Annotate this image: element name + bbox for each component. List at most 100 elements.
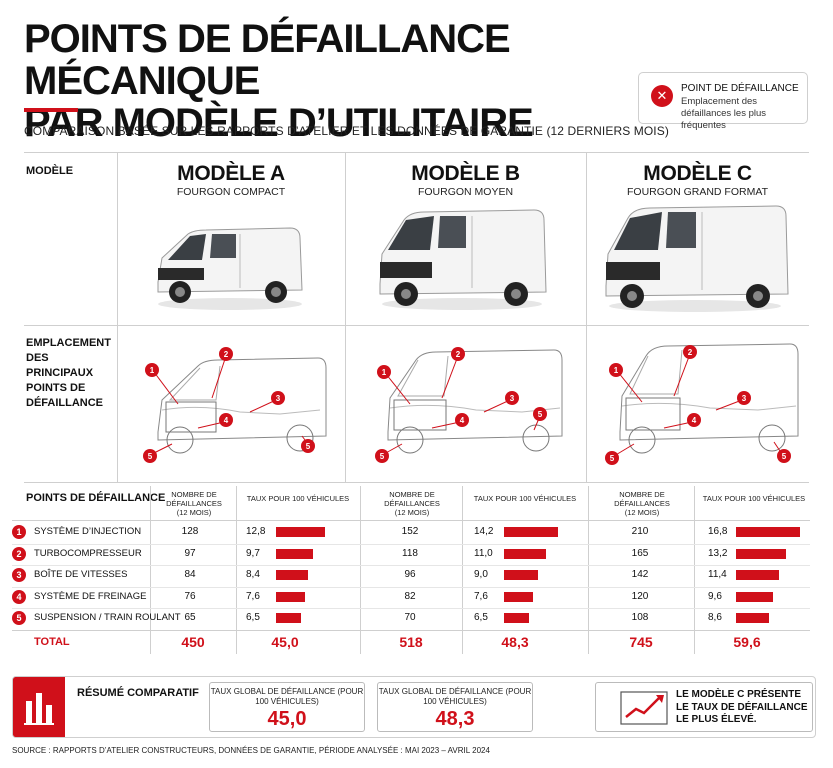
summary-box-label: TAUX GLOBAL DE DÉFAILLANCE (POUR 100 VÉH… — [378, 687, 532, 706]
total-rate-c: 59,6 — [733, 634, 761, 650]
failure-label: SUSPENSION / TRAIN ROULANT — [34, 612, 181, 623]
failure-rate-bar-a — [276, 613, 301, 623]
svg-text:2: 2 — [456, 350, 461, 359]
summary-panel: RÉSUMÉ COMPARATIF TAUX GLOBAL DE DÉFAILL… — [12, 676, 816, 738]
failure-rate-b: 6,5 — [474, 612, 488, 623]
failure-rate-c: 8,6 — [708, 612, 722, 623]
table-vline — [462, 486, 463, 654]
failure-rate-bar-b — [504, 527, 558, 537]
row-label-model: MODÈLE — [26, 165, 74, 177]
failure-number-badge: 5 — [12, 611, 26, 625]
xray-diagram-model-a: 1 2 3 4 5 5 — [143, 347, 327, 463]
failure-number-badge: 4 — [12, 589, 26, 604]
col-header-rate-c: TAUX POUR 100 VÉHICULES — [702, 494, 806, 503]
table-header-failure-points: POINTS DE DÉFAILLANCE — [26, 492, 166, 504]
failure-count-b: 118 — [402, 547, 418, 559]
table-vline — [150, 486, 151, 654]
table-vline — [360, 486, 361, 654]
table-row-rule — [12, 586, 810, 588]
failure-rate-bar-a — [276, 527, 325, 537]
failure-rate-b: 11,0 — [474, 547, 493, 559]
failure-count-c: 210 — [631, 526, 649, 537]
total-rate-a: 45,0 — [271, 634, 299, 650]
van-photo-model-c — [605, 205, 789, 312]
model-c-name: MODÈLE C — [643, 162, 752, 185]
col-header-count-a: NOMBRE DE DÉFAILLANCES (12 MOIS) — [166, 490, 222, 517]
failure-count-b: 96 — [404, 569, 416, 580]
trend-up-icon — [620, 691, 668, 725]
summary-title: RÉSUMÉ COMPARATIF — [77, 687, 199, 699]
summary-box-model-b: TAUX GLOBAL DE DÉFAILLANCE (POUR 100 VÉH… — [377, 682, 533, 732]
close-x-icon: ✕ — [651, 85, 673, 107]
failure-number-badge: 1 — [12, 525, 26, 539]
svg-text:5: 5 — [380, 452, 385, 461]
total-rate-b: 48,3 — [501, 634, 529, 650]
failure-rate-c: 9,6 — [708, 590, 722, 602]
grid-top-line — [24, 152, 809, 153]
failure-rate-c: 13,2 — [708, 547, 728, 559]
col-header-count-c: NOMBRE DE DÉFAILLANCES (12 MOIS) — [614, 490, 670, 517]
legend-title: POINT DE DÉFAILLANCE — [681, 83, 799, 94]
svg-text:3: 3 — [510, 394, 515, 403]
failure-rate-b: 14,2 — [474, 526, 494, 537]
failure-number-badge: 3 — [12, 568, 26, 582]
title-line-1: POINTS DE DÉFAILLANCE MÉCANIQUE — [24, 17, 511, 103]
failure-rate-bar-a — [276, 570, 308, 580]
grid-vline — [117, 152, 118, 482]
xray-diagram-model-b: 1 2 3 4 5 5 — [375, 347, 563, 463]
van-photo-model-a — [157, 227, 303, 310]
svg-text:5: 5 — [538, 410, 543, 419]
failure-count-a: 97 — [184, 547, 196, 559]
model-a-type: FOURGON COMPACT — [176, 186, 286, 198]
failure-rate-bar-c — [736, 548, 786, 559]
svg-text:4: 4 — [460, 416, 465, 425]
failure-label: SYSTÈME D’INJECTION — [34, 526, 142, 537]
failure-rate-bar-c — [736, 527, 800, 537]
failure-count-a: 65 — [184, 612, 196, 623]
legend-description: Emplacement des défaillances les plus fr… — [681, 96, 767, 131]
failure-rate-a: 6,5 — [246, 612, 260, 623]
failure-rate-b: 9,0 — [474, 569, 488, 580]
failure-rate-bar-b — [504, 548, 546, 559]
total-label: TOTAL — [34, 636, 70, 648]
failure-label: TURBOCOMPRESSEUR — [34, 547, 142, 559]
summary-box-model-a: TAUX GLOBAL DE DÉFAILLANCE (POUR 100 VÉH… — [209, 682, 365, 732]
page-title: POINTS DE DÉFAILLANCE MÉCANIQUE PAR MODÈ… — [24, 18, 644, 144]
table-header-rule — [12, 520, 810, 521]
svg-text:3: 3 — [276, 394, 281, 403]
summary-box-value: 45,0 — [267, 708, 307, 730]
table-row-rule — [12, 565, 810, 566]
failure-count-b: 70 — [404, 612, 416, 623]
failure-count-b: 152 — [401, 526, 419, 537]
failure-rate-a: 9,7 — [246, 547, 260, 559]
summary-box-value: 48,3 — [435, 708, 475, 730]
page-subtitle: COMPARAISON BASÉE SUR LES RAPPORTS D’ATE… — [24, 124, 669, 138]
failure-count-c: 165 — [631, 547, 649, 559]
svg-text:3: 3 — [742, 394, 747, 403]
van-photo-model-b — [379, 209, 547, 310]
col-header-rate-a: TAUX POUR 100 VÉHICULES — [246, 494, 350, 503]
grid-hline — [24, 482, 809, 483]
failure-rate-a: 7,6 — [246, 590, 260, 602]
svg-text:1: 1 — [150, 366, 155, 375]
failure-count-c: 120 — [631, 590, 649, 602]
failure-rate-c: 11,4 — [708, 569, 727, 580]
failure-rate-bar-a — [276, 591, 305, 602]
total-count-c: 745 — [629, 634, 653, 650]
svg-text:1: 1 — [614, 366, 619, 375]
summary-box-label: TAUX GLOBAL DE DÉFAILLANCE (POUR 100 VÉH… — [210, 687, 364, 706]
table-total-rule — [12, 630, 810, 631]
source-note: SOURCE : RAPPORTS D’ATELIER CONSTRUCTEUR… — [12, 746, 490, 755]
failure-number-badge: 2 — [12, 546, 26, 561]
col-header-rate-b: TAUX POUR 100 VÉHICULES — [473, 494, 577, 503]
svg-text:4: 4 — [224, 416, 229, 425]
failure-rate-b: 7,6 — [474, 590, 488, 602]
svg-text:5: 5 — [306, 442, 311, 451]
table-vline — [236, 486, 237, 654]
grid-vline — [586, 152, 587, 482]
failure-label: SYSTÈME DE FREINAGE — [34, 590, 147, 602]
col-header-count-b: NOMBRE DE DÉFAILLANCES (12 MOIS) — [384, 490, 440, 517]
title-accent-rule — [24, 108, 78, 112]
table-vline — [588, 486, 589, 654]
svg-text:4: 4 — [692, 416, 697, 425]
